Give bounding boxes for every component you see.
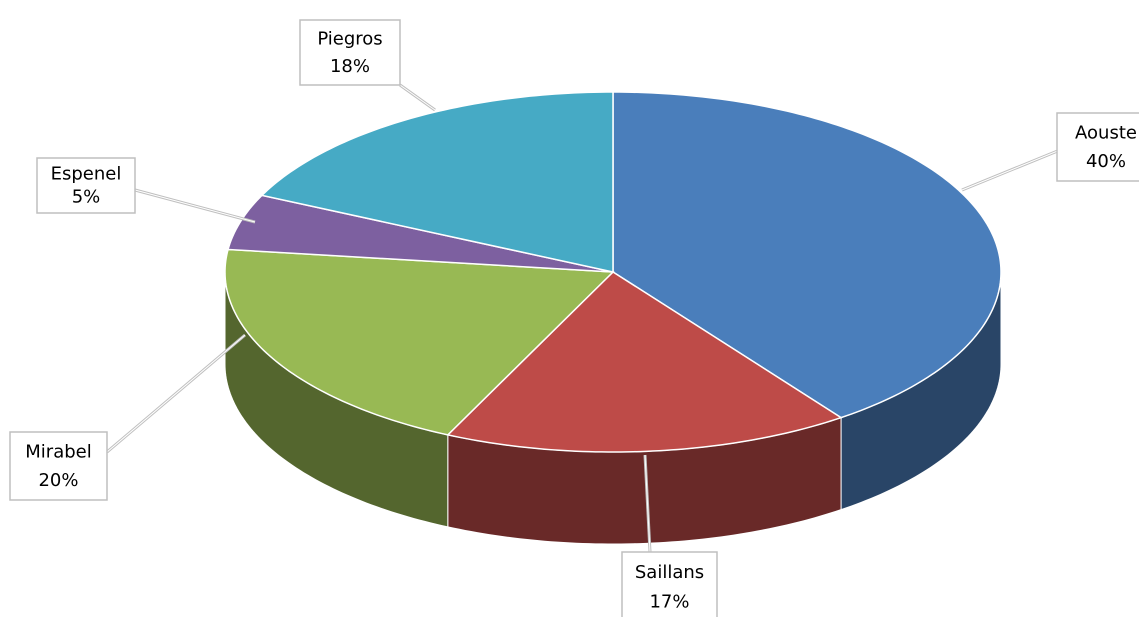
leader-line [134,189,256,223]
leader-line [399,84,436,111]
category-label: Piegros [317,29,382,50]
leader-line [106,334,246,453]
value-label: 5% [72,187,101,208]
slice [612,91,1002,419]
slice [227,194,614,273]
label-box [1056,112,1139,182]
label-box [9,431,108,501]
label-box [36,157,136,214]
value-label: 40% [1086,151,1126,172]
slice [446,271,843,453]
value-label: 17% [649,591,689,612]
category-label: Aouste [1075,122,1137,143]
category-label: Mirabel [25,441,91,462]
label-box [621,551,718,617]
leader-line [644,454,651,553]
category-label: Saillans [635,562,704,583]
label-box [299,19,401,86]
slice [224,248,615,436]
pie-sides [224,271,1002,545]
category-label: Espenel [51,164,122,185]
value-label: 18% [330,56,370,77]
pie-tops [224,91,1002,453]
leader-line [961,149,1061,191]
value-label: 20% [38,470,78,491]
slice [260,91,614,273]
